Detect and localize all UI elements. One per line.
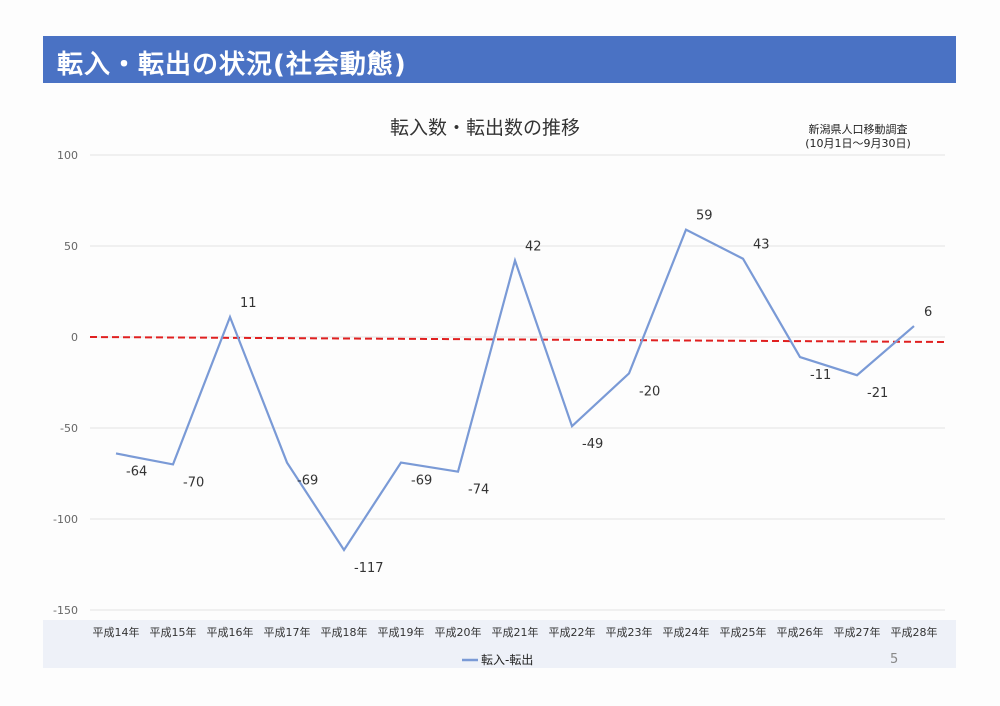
y-tick-label: -150 — [53, 604, 78, 617]
x-tick-label: 平成26年 — [777, 625, 824, 639]
chart-source-period: (10月1日～9月30日) — [805, 137, 911, 150]
x-tick-label: 平成25年 — [720, 625, 767, 639]
x-tick-label: 平成19年 — [378, 625, 425, 639]
data-label: -11 — [810, 368, 831, 383]
header-banner: 転入・転出の状況(社会動態) — [43, 36, 956, 83]
legend-label: 転入-転出 — [481, 653, 533, 667]
data-label: 11 — [240, 296, 257, 311]
data-label: 6 — [924, 305, 932, 320]
chart-source: 新潟県人口移動調査 — [809, 122, 908, 136]
zero-reference-line — [89, 336, 946, 343]
legend: 転入-転出 — [462, 653, 533, 667]
y-tick-label: -100 — [53, 513, 78, 526]
x-tick-label: 平成24年 — [663, 625, 710, 639]
data-label: -70 — [183, 475, 204, 490]
data-label: -64 — [126, 464, 147, 479]
data-label: -69 — [411, 474, 432, 489]
x-tick-label: 平成14年 — [93, 625, 140, 639]
data-label: -69 — [297, 474, 318, 489]
y-tick-label: 100 — [57, 149, 78, 162]
x-tick-label: 平成22年 — [549, 625, 596, 639]
slide-title: 転入・転出の状況(社会動態) — [57, 50, 407, 80]
x-tick-label: 平成20年 — [435, 625, 482, 639]
data-label: 59 — [696, 209, 713, 224]
page-number: 5 — [890, 652, 899, 667]
data-label: 43 — [753, 238, 770, 253]
data-label: -49 — [582, 437, 603, 452]
data-label: -21 — [867, 386, 888, 401]
x-tick-label: 平成28年 — [891, 625, 938, 639]
x-tick-label: 平成17年 — [264, 625, 311, 639]
series-line — [115, 228, 915, 552]
data-label: -117 — [354, 561, 384, 576]
chart-title: 転入数・転出数の推移 — [390, 117, 580, 139]
x-tick-label: 平成23年 — [606, 625, 653, 639]
x-tick-label: 平成18年 — [321, 625, 368, 639]
data-label: -74 — [468, 483, 489, 498]
x-tick-label: 平成27年 — [834, 625, 881, 639]
x-tick-label: 平成16年 — [207, 625, 254, 639]
y-tick-label: -50 — [60, 422, 78, 435]
footer-band — [43, 620, 956, 668]
x-tick-label: 平成15年 — [150, 625, 197, 639]
data-label: 42 — [525, 240, 542, 255]
y-tick-label: 0 — [71, 331, 78, 344]
x-tick-label: 平成21年 — [492, 625, 539, 639]
data-label: -20 — [639, 384, 660, 399]
y-tick-label: 50 — [64, 240, 78, 253]
